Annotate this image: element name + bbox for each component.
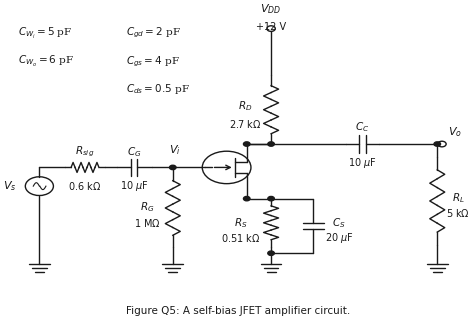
Text: $C_{W_i} = 5$ pF: $C_{W_i} = 5$ pF xyxy=(18,26,73,41)
Circle shape xyxy=(268,142,274,146)
Text: $C_G$: $C_G$ xyxy=(127,145,141,159)
Circle shape xyxy=(268,196,274,201)
Text: $R_L$: $R_L$ xyxy=(452,191,465,205)
Text: $C_{ds} = 0.5$ pF: $C_{ds} = 0.5$ pF xyxy=(126,82,190,96)
Text: $R_D$: $R_D$ xyxy=(238,100,253,114)
Text: $C_{gs} = 4$ pF: $C_{gs} = 4$ pF xyxy=(126,54,180,69)
Text: $C_{W_o} = 6$ pF: $C_{W_o} = 6$ pF xyxy=(18,54,74,69)
Text: 10 $\mu$F: 10 $\mu$F xyxy=(348,156,377,170)
Circle shape xyxy=(170,165,176,169)
Text: +12 V: +12 V xyxy=(256,22,286,32)
Text: $V_{DD}$: $V_{DD}$ xyxy=(261,2,282,16)
Text: $R_G$: $R_G$ xyxy=(140,200,154,214)
Text: 5 k$\Omega$: 5 k$\Omega$ xyxy=(447,207,470,220)
Text: $R_S$: $R_S$ xyxy=(234,216,247,230)
Text: $C_S$: $C_S$ xyxy=(332,216,346,230)
Text: Figure Q5: A self-bias JFET amplifier circuit.: Figure Q5: A self-bias JFET amplifier ci… xyxy=(126,306,350,316)
Text: $V_s$: $V_s$ xyxy=(3,179,17,193)
Text: $C_C$: $C_C$ xyxy=(355,120,370,134)
Circle shape xyxy=(244,196,250,201)
Text: $C_{gd} = 2$ pF: $C_{gd} = 2$ pF xyxy=(126,26,181,40)
Text: $V_o$: $V_o$ xyxy=(447,125,462,139)
Text: 0.6 k$\Omega$: 0.6 k$\Omega$ xyxy=(68,179,101,192)
Text: 1 M$\Omega$: 1 M$\Omega$ xyxy=(134,217,160,229)
Text: 2.7 k$\Omega$: 2.7 k$\Omega$ xyxy=(229,118,262,130)
Circle shape xyxy=(268,251,274,256)
Text: 0.51 k$\Omega$: 0.51 k$\Omega$ xyxy=(221,232,260,244)
Circle shape xyxy=(434,142,440,146)
Text: 20 $\mu$F: 20 $\mu$F xyxy=(325,231,353,246)
Circle shape xyxy=(244,142,250,146)
Text: 10 $\mu$F: 10 $\mu$F xyxy=(120,178,148,193)
Text: $V_i$: $V_i$ xyxy=(169,143,181,157)
Text: $R_{sig}$: $R_{sig}$ xyxy=(75,145,95,159)
